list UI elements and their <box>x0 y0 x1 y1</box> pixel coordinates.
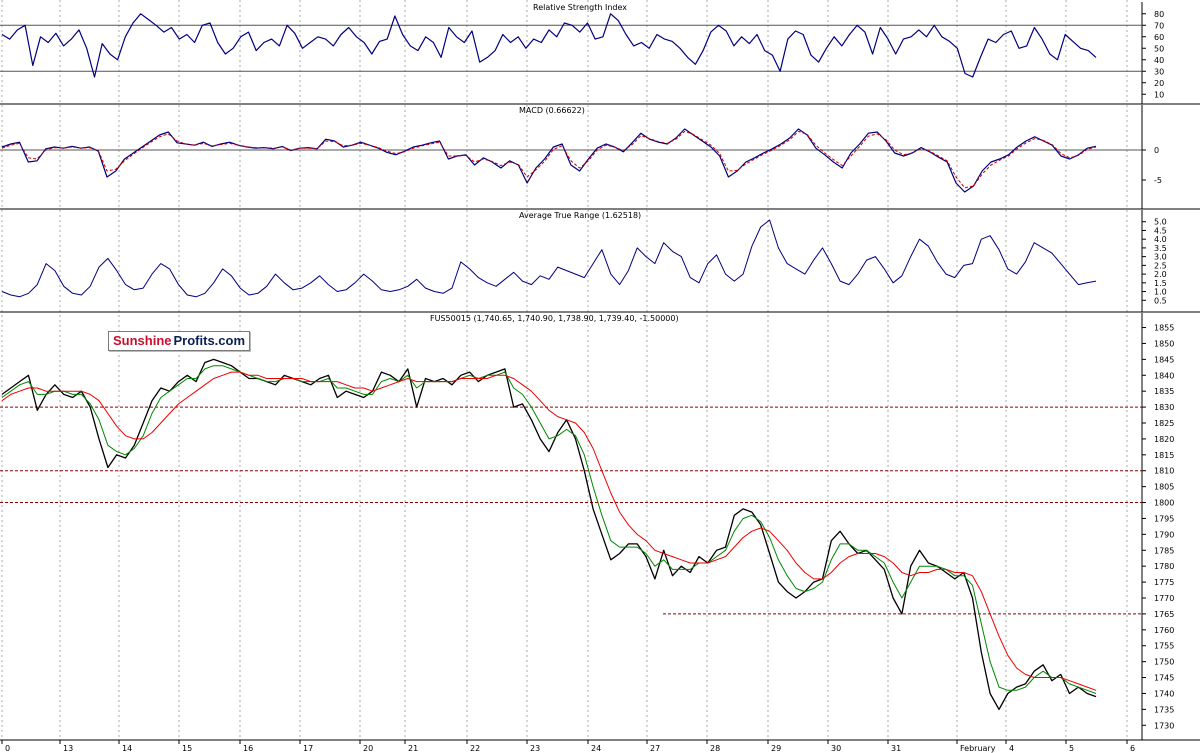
y-tick-label: 60 <box>1154 33 1164 42</box>
y-tick-label: 20 <box>1154 79 1164 88</box>
pane-0: 80 70 60 50 40 30 20 10 <box>0 2 1200 105</box>
y-tick-label: 1770 <box>1154 594 1174 603</box>
series-line-main <box>1 13 1097 78</box>
x-tick-label: 20 <box>363 744 373 753</box>
y-tick-label: 1825 <box>1154 419 1174 428</box>
y-tick-label: 1.0 <box>1154 288 1167 297</box>
pane-title: Relative Strength Index <box>533 3 627 12</box>
y-tick-label: 1735 <box>1154 705 1174 714</box>
y-tick-label: 1790 <box>1154 530 1174 539</box>
y-tick-label: 0 <box>1154 146 1159 155</box>
x-tick-label: 0 <box>5 744 10 753</box>
y-tick-label: 3.5 <box>1154 244 1167 253</box>
x-tick-label: 24 <box>591 744 601 753</box>
series-line-main <box>1 219 1097 298</box>
pane-titles: Relative Strength Index MACD (0.66622) Ave… <box>430 3 679 323</box>
x-tick-label: 5 <box>1069 744 1074 753</box>
y-tick-label: 1850 <box>1154 339 1174 348</box>
x-axis: 0 13 14 15 16 17 20 21 22 23 24 27 28 29 30 31 February 4… <box>0 739 1142 753</box>
series-line-macd <box>1 128 1097 193</box>
x-tick-label: 15 <box>182 744 192 753</box>
x-tick-label: 17 <box>303 744 313 753</box>
y-tick-label: 1815 <box>1154 451 1174 460</box>
y-tick-label: 1750 <box>1154 658 1174 667</box>
y-tick-label: 10 <box>1154 90 1164 99</box>
y-tick-label: -5 <box>1154 176 1162 185</box>
series-line-price <box>1 358 1097 711</box>
series-line-fast-ma <box>1 365 1097 694</box>
pane-3: 1855 1850 1845 1840 1835 1830 1825 1820 1815 1810… <box>0 313 1200 741</box>
x-tick-label: 22 <box>470 744 480 753</box>
y-tick-label: 1855 <box>1154 324 1174 333</box>
y-tick-label: 1805 <box>1154 483 1174 492</box>
x-tick-label: 28 <box>710 744 720 753</box>
y-tick-label: 1795 <box>1154 514 1174 523</box>
y-tick-label: 3.0 <box>1154 253 1167 262</box>
logo-part-sunshine: Sunshine <box>109 332 174 350</box>
pane-title: FUS50015 (1,740.65, 1,740.90, 1,738.90, … <box>430 314 679 323</box>
y-tick-label: 30 <box>1154 67 1164 76</box>
logo-part-profits: Profits.com <box>173 332 250 350</box>
y-tick-label: 1775 <box>1154 578 1174 587</box>
series-line-slow-ma <box>1 371 1097 691</box>
y-tick-label: 1785 <box>1154 546 1174 555</box>
x-tick-label: 27 <box>650 744 660 753</box>
y-tick-label: 40 <box>1154 56 1164 65</box>
y-tick-label: 80 <box>1154 10 1164 19</box>
x-tick-label: 14 <box>122 744 132 753</box>
y-tick-label: 1835 <box>1154 387 1174 396</box>
y-tick-label: 1830 <box>1154 403 1174 412</box>
y-tick-label: 1755 <box>1154 642 1174 651</box>
x-tick-label: February <box>960 744 996 753</box>
y-tick-label: 2.0 <box>1154 270 1167 279</box>
x-tick-label: 13 <box>63 744 73 753</box>
y-tick-label: 0.5 <box>1154 296 1167 305</box>
sunshine-profits-logo: Sunshine Profits.com <box>108 331 251 351</box>
pane-title: MACD (0.66622) <box>519 106 585 115</box>
pane-2: 5.04.54.03.53.02.52.01.51.00.5 <box>0 210 1200 313</box>
x-tick-label: 29 <box>771 744 781 753</box>
y-tick-label: 1740 <box>1154 689 1174 698</box>
y-tick-label: 1780 <box>1154 562 1174 571</box>
x-tick-label: 21 <box>408 744 418 753</box>
x-tick-label: 16 <box>243 744 253 753</box>
y-tick-label: 4.0 <box>1154 235 1167 244</box>
y-tick-label: 2.5 <box>1154 261 1167 270</box>
y-tick-label: 50 <box>1154 44 1164 53</box>
series-line-signal <box>1 130 1097 189</box>
y-tick-label: 1730 <box>1154 721 1174 730</box>
x-tick-label: 30 <box>831 744 841 753</box>
pane-1: 0 -5 <box>0 105 1200 210</box>
y-tick-label: 1760 <box>1154 626 1174 635</box>
y-tick-label: 1765 <box>1154 610 1174 619</box>
x-tick-label: 23 <box>530 744 540 753</box>
x-tick-label: 6 <box>1130 744 1135 753</box>
y-tick-label: 70 <box>1154 21 1164 30</box>
y-tick-label: 1820 <box>1154 435 1174 444</box>
y-tick-label: 4.5 <box>1154 226 1167 235</box>
pane-title: Average True Range (1.62518) <box>519 211 641 220</box>
y-tick-label: 1810 <box>1154 467 1174 476</box>
y-tick-label: 1845 <box>1154 355 1174 364</box>
vertical-gridlines <box>1 0 1128 740</box>
y-tick-label: 1840 <box>1154 371 1174 380</box>
y-tick-label: 1.5 <box>1154 279 1167 288</box>
y-tick-label: 1800 <box>1154 499 1174 508</box>
x-tick-label: 31 <box>891 744 901 753</box>
x-tick-label: 4 <box>1009 744 1014 753</box>
y-tick-label: 1745 <box>1154 674 1174 683</box>
y-tick-label: 5.0 <box>1154 218 1167 227</box>
